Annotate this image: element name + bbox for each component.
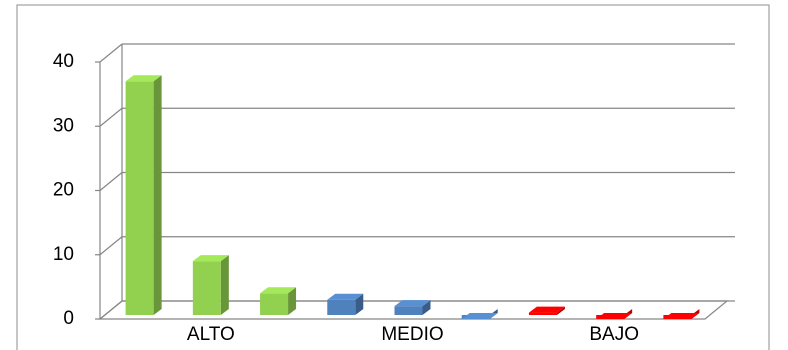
bar bbox=[461, 309, 498, 319]
y-tick-label: 10 bbox=[53, 244, 74, 265]
bar-top bbox=[260, 287, 297, 294]
bar-side bbox=[288, 287, 297, 315]
y-tick-label: 20 bbox=[53, 180, 74, 201]
bar-top bbox=[461, 313, 498, 319]
grid-line-side bbox=[99, 107, 123, 127]
bar-front bbox=[125, 81, 154, 316]
bar-top bbox=[394, 300, 431, 307]
bar-top bbox=[125, 75, 162, 82]
bar-top bbox=[192, 255, 229, 262]
grid-line-side bbox=[99, 172, 123, 191]
bar-side bbox=[556, 306, 565, 315]
bar bbox=[663, 309, 700, 319]
grid-line-side bbox=[99, 43, 123, 63]
bar-top bbox=[327, 293, 364, 300]
bar bbox=[528, 306, 565, 315]
x-tick-label: ALTO bbox=[187, 324, 235, 345]
grid-line-side bbox=[99, 236, 123, 256]
bar bbox=[125, 75, 162, 316]
bar-front bbox=[528, 312, 557, 315]
bar-top bbox=[528, 306, 565, 313]
bar bbox=[394, 300, 431, 315]
bar-front bbox=[327, 299, 356, 315]
y-tick-label: 40 bbox=[53, 51, 74, 72]
y-tick-label: 0 bbox=[63, 308, 74, 329]
bar-side bbox=[355, 293, 364, 315]
bar-side bbox=[220, 255, 229, 315]
x-tick-label: BAJO bbox=[589, 324, 639, 345]
bar-side bbox=[422, 300, 431, 315]
bar-top bbox=[663, 313, 700, 319]
bar bbox=[327, 293, 364, 315]
bar-top bbox=[596, 313, 633, 319]
bar bbox=[260, 287, 297, 315]
bar-front bbox=[394, 306, 423, 315]
grid-line-side bbox=[99, 300, 123, 320]
y-tick-label: 30 bbox=[53, 115, 74, 136]
bar-front bbox=[260, 293, 289, 315]
x-tick-label: MEDIO bbox=[381, 324, 443, 345]
bar-side bbox=[153, 75, 162, 316]
bar bbox=[192, 255, 229, 315]
bar-front bbox=[192, 261, 221, 315]
bar bbox=[596, 309, 633, 319]
